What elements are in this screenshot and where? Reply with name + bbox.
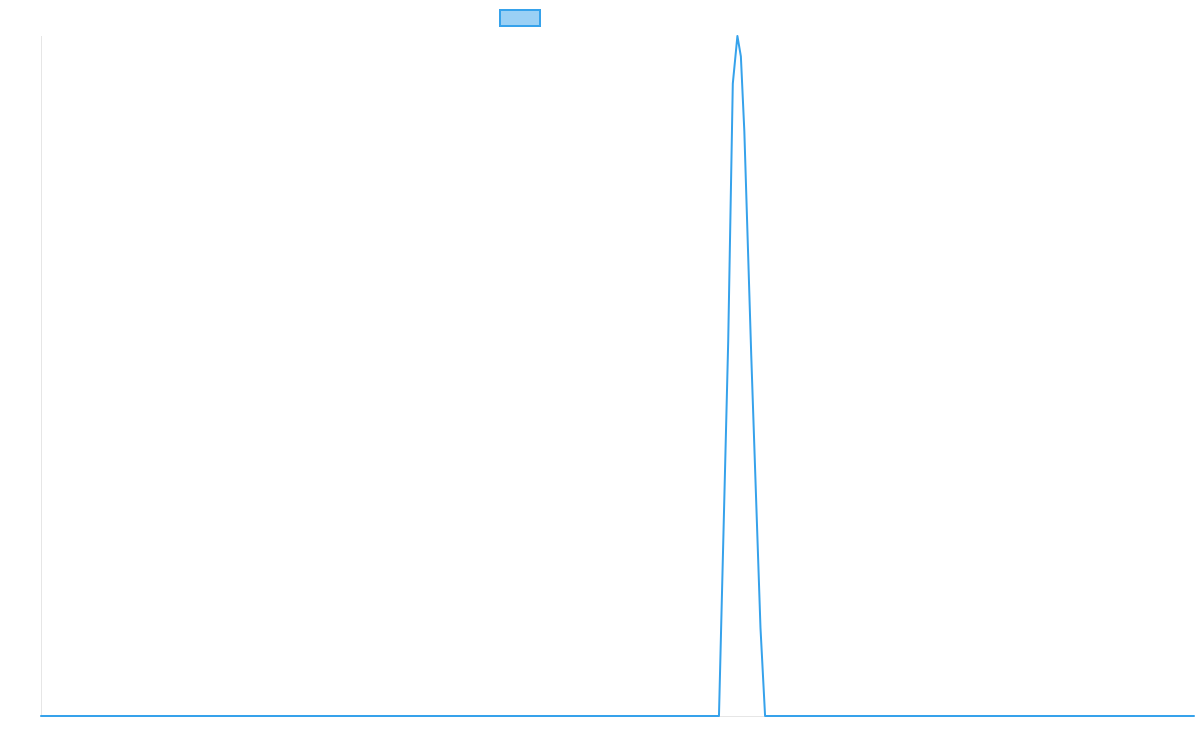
series-layer xyxy=(40,35,1195,717)
legend[interactable] xyxy=(499,9,541,27)
series-line-0 xyxy=(40,35,1195,717)
legend-swatch-0[interactable] xyxy=(499,9,541,27)
axes xyxy=(41,36,1194,717)
